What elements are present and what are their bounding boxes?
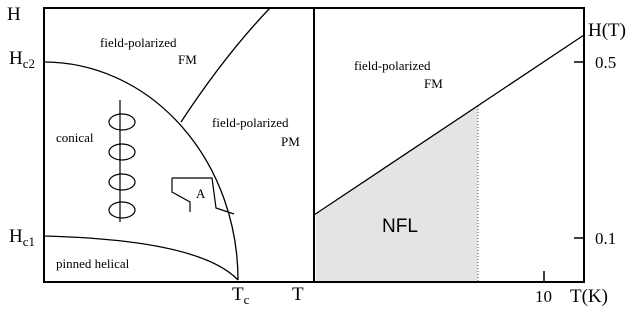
hc2-label: Hc2: [9, 48, 35, 71]
symbol: H: [9, 226, 23, 247]
region-label: field-polarized: [212, 115, 289, 130]
region-label: field-polarized: [100, 35, 177, 50]
region-label: NFL: [382, 216, 418, 237]
subscript: c1: [23, 234, 35, 249]
axis-label: H(T): [588, 20, 626, 41]
tick-label: 0.5: [595, 53, 616, 72]
tick-label: 0.1: [595, 229, 616, 248]
hc2-curve: [44, 62, 238, 280]
tc-label: Tc: [232, 284, 250, 307]
spiral: [109, 100, 135, 222]
symbol: H: [9, 48, 23, 69]
axis-label: T(K): [570, 286, 608, 307]
region-label: field-polarized: [354, 58, 431, 73]
region-label: A: [196, 186, 206, 201]
symbol: T: [232, 284, 244, 305]
axis-label: T: [292, 284, 304, 305]
tick-label: 10: [535, 287, 552, 306]
subscript: c2: [23, 56, 35, 71]
axis-label: H: [7, 4, 21, 25]
region-label: pinned helical: [56, 256, 130, 271]
subscript: c: [244, 292, 250, 307]
region-label: PM: [281, 134, 300, 149]
phase-diagram: H Hc2 Hc1 Tc T field-polarized FM field-…: [0, 0, 636, 310]
region-label: FM: [178, 52, 197, 67]
region-label: conical: [56, 130, 94, 145]
nfl-region: [316, 106, 478, 281]
region-label: FM: [424, 76, 443, 91]
hc1-label: Hc1: [9, 226, 35, 249]
